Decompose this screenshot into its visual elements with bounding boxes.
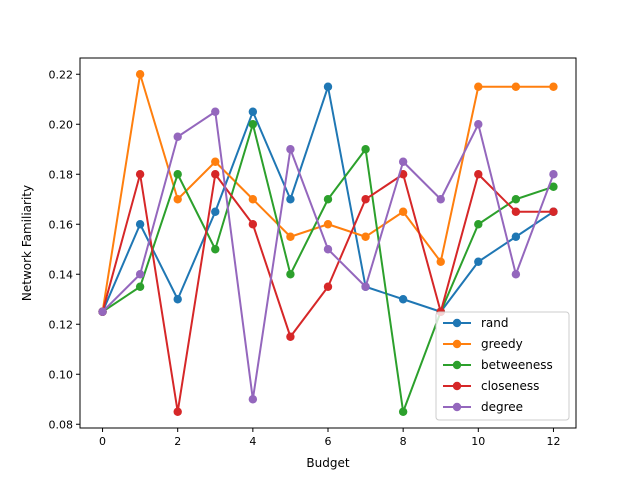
legend-label-closeness: closeness bbox=[481, 379, 539, 393]
data-point-greedy bbox=[174, 195, 182, 203]
data-point-closeness bbox=[249, 220, 257, 228]
data-point-rand bbox=[249, 108, 257, 116]
data-point-degree bbox=[286, 145, 294, 153]
data-point-degree bbox=[512, 270, 520, 278]
y-tick-label: 0.10 bbox=[49, 368, 74, 381]
data-point-degree bbox=[399, 158, 407, 166]
data-point-degree bbox=[211, 108, 219, 116]
y-tick-label: 0.08 bbox=[49, 418, 74, 431]
data-point-greedy bbox=[512, 83, 520, 91]
data-point-betweeness bbox=[211, 245, 219, 253]
y-tick-label: 0.18 bbox=[49, 168, 74, 181]
x-tick-label: 0 bbox=[99, 435, 106, 448]
data-point-betweeness bbox=[399, 408, 407, 416]
x-tick-label: 2 bbox=[174, 435, 181, 448]
data-point-greedy bbox=[399, 208, 407, 216]
legend-label-degree: degree bbox=[481, 400, 523, 414]
data-point-degree bbox=[324, 245, 332, 253]
data-point-closeness bbox=[361, 195, 369, 203]
legend-label-rand: rand bbox=[481, 316, 509, 330]
data-point-betweeness bbox=[474, 220, 482, 228]
data-point-degree bbox=[474, 120, 482, 128]
x-axis-label: Budget bbox=[306, 456, 349, 470]
x-tick-label: 6 bbox=[325, 435, 332, 448]
x-tick-label: 4 bbox=[249, 435, 256, 448]
data-point-rand bbox=[286, 195, 294, 203]
data-point-greedy bbox=[361, 233, 369, 241]
data-point-degree bbox=[549, 170, 557, 178]
legend-label-greedy: greedy bbox=[481, 337, 523, 351]
legend-marker-betweeness bbox=[453, 361, 461, 369]
data-point-degree bbox=[98, 308, 106, 316]
data-point-closeness bbox=[136, 170, 144, 178]
y-axis-label: Network Familiarity bbox=[20, 185, 34, 301]
legend-marker-degree bbox=[453, 403, 461, 411]
y-tick-label: 0.16 bbox=[49, 218, 74, 231]
data-point-closeness bbox=[474, 170, 482, 178]
y-tick-label: 0.12 bbox=[49, 318, 74, 331]
data-point-rand bbox=[136, 220, 144, 228]
data-point-rand bbox=[474, 258, 482, 266]
data-point-greedy bbox=[474, 83, 482, 91]
data-point-greedy bbox=[324, 220, 332, 228]
data-point-closeness bbox=[174, 408, 182, 416]
data-point-rand bbox=[174, 295, 182, 303]
legend: rand greedy betweeness closeness degree bbox=[436, 312, 569, 420]
legend-marker-rand bbox=[453, 319, 461, 327]
data-point-closeness bbox=[512, 208, 520, 216]
data-point-degree bbox=[361, 283, 369, 291]
data-point-closeness bbox=[286, 333, 294, 341]
data-point-degree bbox=[437, 195, 445, 203]
data-point-rand bbox=[399, 295, 407, 303]
data-point-rand bbox=[324, 83, 332, 91]
x-tick-label: 8 bbox=[400, 435, 407, 448]
data-point-greedy bbox=[286, 233, 294, 241]
data-point-betweeness bbox=[249, 120, 257, 128]
data-point-greedy bbox=[549, 83, 557, 91]
data-point-rand bbox=[512, 233, 520, 241]
data-point-betweeness bbox=[174, 170, 182, 178]
data-point-closeness bbox=[324, 283, 332, 291]
data-point-degree bbox=[136, 270, 144, 278]
data-point-closeness bbox=[211, 170, 219, 178]
x-tick-label: 10 bbox=[471, 435, 485, 448]
y-tick-label: 0.22 bbox=[49, 68, 74, 81]
y-tick-label: 0.14 bbox=[49, 268, 74, 281]
legend-label-betweeness: betweeness bbox=[481, 358, 553, 372]
data-point-betweeness bbox=[324, 195, 332, 203]
data-point-betweeness bbox=[136, 283, 144, 291]
data-point-greedy bbox=[437, 258, 445, 266]
y-tick-label: 0.20 bbox=[49, 118, 74, 131]
data-point-degree bbox=[174, 133, 182, 141]
data-point-greedy bbox=[249, 195, 257, 203]
data-point-betweeness bbox=[286, 270, 294, 278]
data-point-degree bbox=[249, 395, 257, 403]
data-point-rand bbox=[211, 208, 219, 216]
data-point-closeness bbox=[549, 208, 557, 216]
data-point-betweeness bbox=[512, 195, 520, 203]
data-point-betweeness bbox=[361, 145, 369, 153]
data-point-greedy bbox=[136, 70, 144, 78]
data-point-greedy bbox=[211, 158, 219, 166]
legend-marker-greedy bbox=[453, 340, 461, 348]
legend-marker-closeness bbox=[453, 382, 461, 390]
x-tick-label: 12 bbox=[546, 435, 560, 448]
